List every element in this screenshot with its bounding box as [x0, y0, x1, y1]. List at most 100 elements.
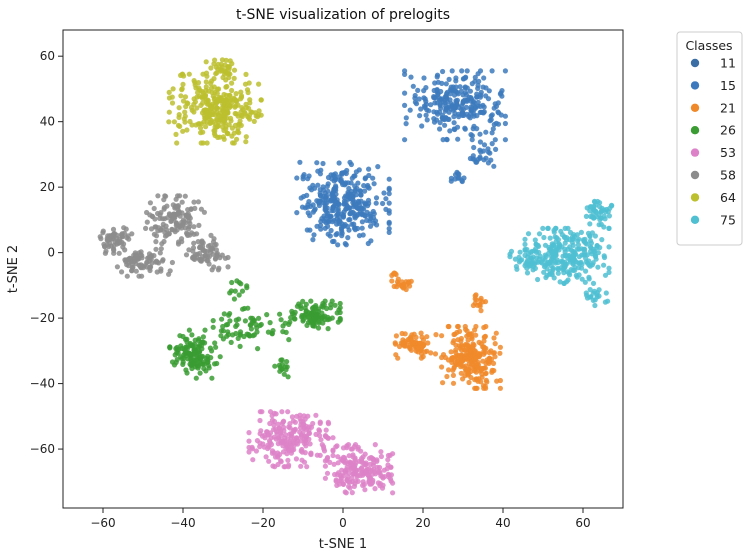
data-point-21: [474, 385, 480, 391]
data-point-15: [297, 159, 303, 165]
data-point-53: [381, 474, 388, 480]
data-point-15: [307, 213, 313, 219]
data-point-53: [267, 420, 273, 427]
data-point-53: [360, 479, 366, 485]
data-point-53: [349, 490, 355, 496]
data-point-15: [475, 103, 481, 109]
data-point-58: [111, 246, 117, 252]
data-point-75: [562, 225, 568, 231]
data-point-58: [151, 231, 157, 237]
data-point-26: [282, 364, 289, 370]
data-point-15: [386, 176, 392, 182]
data-point-21: [448, 349, 454, 355]
data-point-64: [169, 94, 175, 100]
data-point-26: [300, 298, 306, 304]
data-point-21: [450, 367, 456, 373]
data-point-53: [334, 482, 340, 488]
data-point-58: [191, 240, 197, 246]
data-point-75: [549, 270, 555, 276]
data-point-26: [249, 320, 255, 326]
legend-marker-53: [690, 148, 700, 157]
data-point-75: [602, 216, 608, 222]
data-point-53: [258, 428, 264, 434]
data-point-53: [367, 461, 373, 467]
data-point-64: [211, 76, 217, 82]
data-point-64: [223, 57, 229, 63]
data-point-58: [129, 268, 135, 274]
data-point-58: [160, 225, 166, 231]
data-point-21: [458, 335, 464, 342]
legend-marker-15: [690, 81, 700, 90]
data-point-15: [299, 204, 306, 210]
data-point-75: [603, 290, 609, 296]
data-point-26: [227, 311, 233, 317]
data-point-64: [198, 102, 204, 108]
data-point-75: [609, 203, 615, 209]
data-point-15: [354, 205, 361, 211]
data-point-15: [437, 126, 443, 132]
data-point-15: [370, 175, 376, 181]
data-point-64: [233, 91, 239, 97]
data-point-15: [493, 146, 499, 152]
data-point-15: [451, 120, 457, 126]
data-point-53: [281, 424, 287, 430]
data-point-75: [549, 243, 555, 249]
data-point-58: [157, 250, 163, 256]
data-point-15: [335, 201, 341, 207]
data-point-15: [471, 144, 477, 151]
data-point-75: [601, 262, 607, 268]
data-point-64: [225, 131, 231, 137]
data-point-58: [225, 254, 231, 261]
data-point-26: [329, 298, 335, 304]
data-point-53: [269, 450, 275, 456]
y-axis: −60 −40 −20 0 20 40 60: [30, 49, 63, 456]
data-point-15: [417, 113, 423, 119]
data-point-21: [497, 385, 503, 391]
data-point-26: [228, 288, 234, 294]
data-point-53: [275, 450, 281, 456]
data-point-64: [203, 59, 209, 65]
data-point-58: [213, 247, 219, 253]
data-point-53: [351, 483, 357, 489]
data-point-53: [257, 444, 263, 450]
data-point-75: [590, 280, 597, 286]
data-point-75: [529, 248, 535, 254]
data-point-26: [250, 333, 256, 339]
data-point-75: [545, 225, 551, 231]
legend-label-64: 64: [720, 190, 736, 205]
data-point-53: [346, 453, 352, 459]
data-point-53: [322, 475, 328, 481]
data-point-58: [121, 230, 127, 236]
data-point-15: [310, 237, 316, 243]
data-point-15: [488, 157, 494, 163]
data-point-53: [271, 422, 277, 428]
data-point-15: [333, 191, 339, 197]
data-point-15: [311, 232, 317, 238]
data-point-58: [186, 247, 192, 253]
data-point-15: [426, 108, 432, 114]
data-point-15: [328, 227, 334, 234]
data-point-64: [208, 106, 214, 112]
data-point-15: [322, 207, 328, 213]
data-point-64: [234, 136, 240, 142]
data-point-26: [278, 317, 284, 323]
data-point-15: [421, 75, 427, 81]
data-point-53: [275, 441, 281, 447]
data-point-53: [333, 444, 339, 450]
x-tick-label: 60: [575, 516, 590, 530]
data-point-15: [476, 78, 482, 84]
data-point-21: [412, 340, 418, 346]
data-point-15: [334, 231, 340, 237]
data-point-53: [330, 452, 336, 459]
data-point-75: [601, 253, 607, 259]
data-point-26: [309, 305, 316, 311]
data-point-58: [206, 261, 212, 267]
data-point-58: [217, 255, 223, 261]
data-point-26: [233, 317, 239, 323]
data-point-58: [225, 264, 231, 270]
data-point-26: [206, 363, 212, 369]
data-point-15: [475, 82, 481, 88]
data-point-75: [551, 229, 557, 235]
data-point-75: [529, 257, 535, 263]
data-point-26: [300, 318, 306, 324]
